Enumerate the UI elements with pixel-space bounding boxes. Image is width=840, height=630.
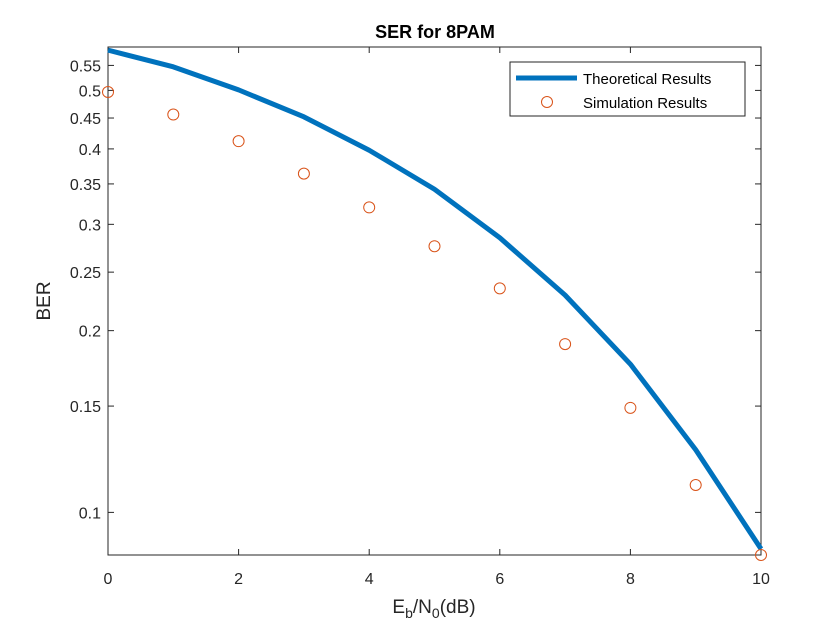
data-point-simulation — [624, 401, 637, 414]
x-axis-title: Eb/N0(dB) — [392, 597, 475, 621]
y-tick-label: 0.55 — [70, 58, 101, 75]
y-tick-label: 0.45 — [70, 111, 101, 128]
x-axis-title-sub2: 0 — [432, 605, 440, 621]
x-tick-label: 0 — [104, 571, 113, 588]
x-tick-label: 8 — [626, 571, 635, 588]
data-point-simulation — [428, 240, 441, 253]
x-tick-label: 6 — [495, 571, 504, 588]
x-axis-title-tail: (dB) — [440, 597, 476, 618]
legend-label-simulation: Simulation Results — [583, 95, 707, 112]
data-point-simulation — [493, 282, 506, 295]
y-tick-label: 0.1 — [79, 505, 101, 522]
series-layer — [102, 47, 767, 561]
x-tick-label: 10 — [752, 571, 770, 588]
y-tick-label: 0.4 — [79, 142, 101, 159]
legend-marker-simulation — [541, 96, 553, 108]
y-tick-label: 0.5 — [79, 83, 101, 100]
data-point-simulation — [297, 167, 310, 180]
y-axis: 0.1 0.15 0.2 0.25 0.3 0.35 0.4 0.45 0.5 0.55 — [70, 58, 761, 522]
y-axis-title: BER — [34, 281, 55, 320]
y-tick-label: 0.35 — [70, 177, 101, 194]
x-axis-title-base: E — [392, 597, 405, 618]
x-axis-title-sub1: b — [405, 605, 413, 621]
data-point-simulation — [363, 201, 376, 214]
x-tick-label: 2 — [234, 571, 243, 588]
y-tick-label: 0.3 — [79, 217, 101, 234]
data-point-simulation — [167, 108, 180, 121]
x-axis: 0 2 4 6 8 10 — [104, 47, 770, 588]
data-point-simulation — [232, 135, 245, 148]
x-tick-label: 4 — [365, 571, 374, 588]
data-point-simulation — [559, 338, 572, 351]
y-tick-label: 0.2 — [79, 324, 101, 341]
data-point-simulation — [689, 479, 702, 492]
y-tick-label: 0.15 — [70, 399, 101, 416]
legend: Theoretical Results Simulation Results — [509, 61, 746, 117]
plot-area — [107, 46, 762, 556]
data-point-simulation — [102, 85, 114, 98]
legend-label-theoretical: Theoretical Results — [583, 71, 711, 88]
series-line-theoretical — [107, 47, 764, 551]
chart-title: SER for 8PAM — [375, 22, 495, 42]
x-axis-title-mid: /N — [413, 597, 432, 618]
y-tick-label: 0.25 — [70, 265, 101, 282]
data-point-simulation — [755, 549, 767, 561]
